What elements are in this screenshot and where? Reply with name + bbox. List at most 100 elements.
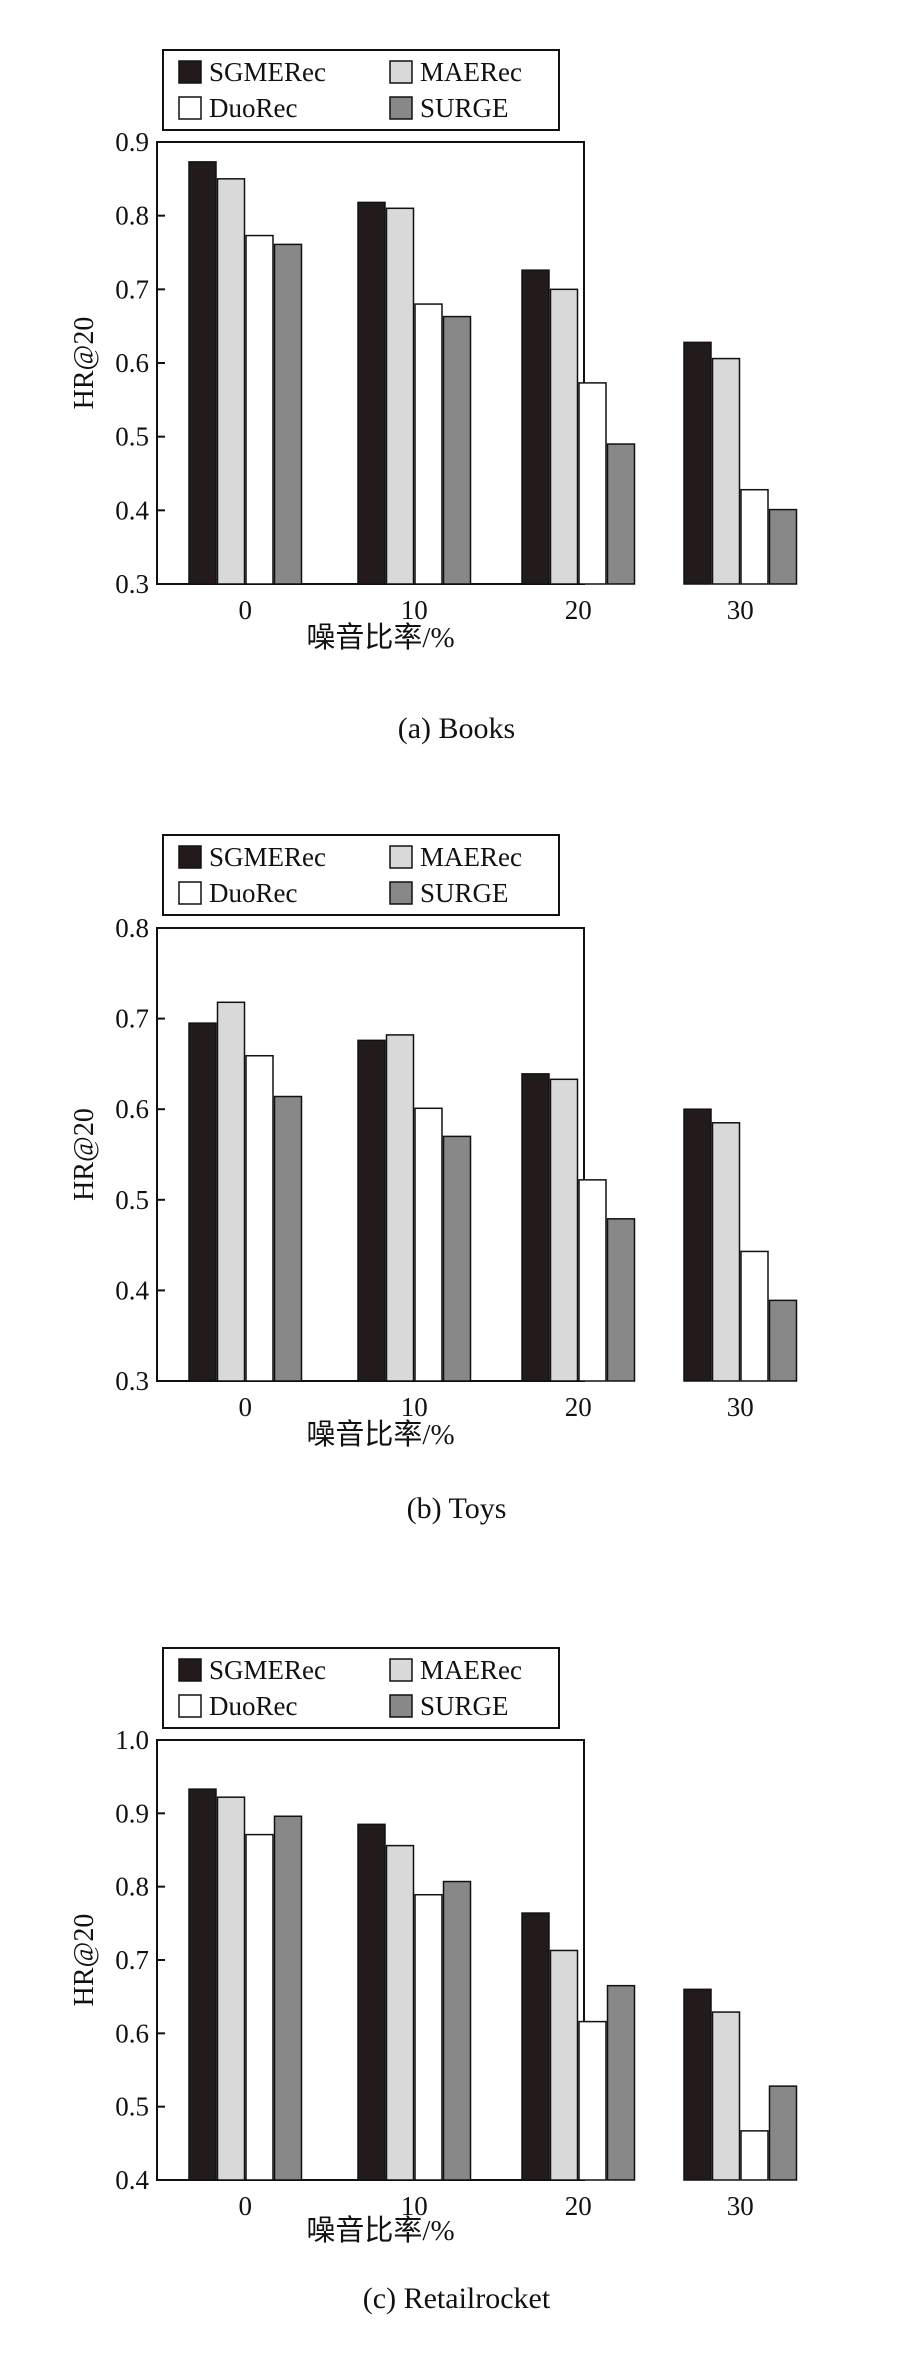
legend-label-surge: SURGE [420,93,509,123]
bar-sgmerec-30 [683,1988,712,2181]
legend-swatch-surge [389,881,413,905]
legend-label-maerec: MAERec [420,1655,522,1685]
x-tick-label: 10 [401,1392,428,1422]
legend-swatch-duorec [178,1694,202,1718]
x-tick-label: 20 [565,1392,592,1422]
legend-swatch-surge [389,96,413,120]
y-tick-label: 0.5 [115,422,149,452]
y-tick-label: 0.8 [115,913,149,943]
legend-swatch-maerec [389,845,413,869]
bar-duorec-10 [414,1107,443,1382]
y-tick-label: 1.0 [115,1725,149,1755]
y-tick-label: 0.8 [115,1872,149,1902]
y-tick-label: 0.3 [115,1366,149,1396]
bar-maerec-0 [216,1001,246,1382]
x-tick-label: 0 [239,1392,253,1422]
bar-duorec-20 [578,1179,607,1382]
bar-maerec-20 [549,1078,579,1382]
bar-sgmerec-10 [357,1039,386,1382]
bar-maerec-30 [711,1122,741,1382]
bar-duorec-30 [740,1250,769,1382]
legend-label-sgmerec: SGMERec [209,842,326,872]
x-tick-label: 0 [239,595,253,625]
bar-maerec-0 [216,178,246,585]
bar-duorec-0 [245,1833,274,2181]
chart-books: 0.3 0.4 0.5 0.6 0.7 0.8 0.9 0 10 20 30 噪音比率/% HR@20 S… [69,49,798,654]
bar-surge-0 [273,243,303,585]
bar-duorec-0 [245,1054,274,1382]
y-tick-label: 0.6 [115,348,149,378]
x-tick-label: 30 [727,1392,754,1422]
x-tick-label: 10 [401,2191,428,2221]
y-tick-label: 0.6 [115,2018,149,2048]
legend-swatch-sgmerec [178,845,202,869]
legend-swatch-sgmerec [178,1658,202,1682]
legend-label-maerec: MAERec [420,842,522,872]
caption-toys: (b) Toys [406,1492,507,1525]
caption-books: (a) Books [397,712,516,745]
bar-maerec-20 [549,288,579,585]
legend-swatch-duorec [178,881,202,905]
caption-retailrocket: (c) Retailrocket [362,2282,551,2315]
bar-maerec-0 [216,1796,246,2181]
bar-sgmerec-20 [521,1912,550,2181]
x-tick-label: 30 [727,595,754,625]
x-tick-label: 20 [565,595,592,625]
legend-label-surge: SURGE [420,1691,509,1721]
y-tick-label: 0.5 [115,2092,149,2122]
bar-surge-10 [442,315,472,585]
legend-swatch-sgmerec [178,60,202,84]
legend-swatch-maerec [389,1658,413,1682]
x-tick-label: 30 [727,2191,754,2221]
x-tick-label: 10 [401,595,428,625]
y-axis-label: HR@20 [69,317,100,410]
legend-label-duorec: DuoRec [209,1691,297,1721]
bar-duorec-30 [740,2130,769,2181]
chart-toys: 0.3 0.4 0.5 0.6 0.7 0.8 0 10 20 30 噪音比率/% HR@20 SGME… [69,834,798,1451]
legend-label-surge: SURGE [420,878,509,908]
y-tick-label: 0.7 [115,1945,149,1975]
bar-surge-20 [606,1984,636,2181]
bar-surge-20 [606,1218,636,1382]
bar-surge-10 [442,1135,472,1382]
legend-label-sgmerec: SGMERec [209,1655,326,1685]
y-tick-label: 0.7 [115,1004,149,1034]
x-tick-label: 0 [239,2191,253,2221]
legend-box [162,1647,560,1729]
y-axis-label: HR@20 [69,1108,100,1201]
bar-surge-0 [273,1815,303,2181]
y-tick-label: 0.4 [115,2165,149,2195]
bar-maerec-30 [711,357,741,585]
bar-sgmerec-30 [683,1108,712,1382]
legend-label-maerec: MAERec [420,57,522,87]
y-tick-label: 0.9 [115,1798,149,1828]
legend-swatch-maerec [389,60,413,84]
y-tick-label: 0.6 [115,1094,149,1124]
legend-label-duorec: DuoRec [209,878,297,908]
bar-surge-30 [768,508,798,585]
bar-duorec-10 [414,303,443,585]
legend-swatch-duorec [178,96,202,120]
bar-surge-30 [768,1299,798,1382]
y-tick-label: 0.8 [115,201,149,231]
legend-box [162,49,560,131]
bar-surge-20 [606,443,636,585]
legend-label-duorec: DuoRec [209,93,297,123]
x-axis-label: 噪音比率/% [306,2214,454,2247]
legend-swatch-surge [389,1694,413,1718]
y-axis-label: HR@20 [69,1914,100,2007]
bar-duorec-20 [578,382,607,585]
bar-sgmerec-20 [521,269,550,585]
bar-maerec-10 [385,207,415,585]
bar-sgmerec-0 [188,1788,217,2181]
bar-maerec-10 [385,1034,415,1382]
bar-surge-10 [442,1880,472,2181]
bar-sgmerec-10 [357,201,386,585]
y-tick-label: 0.5 [115,1185,149,1215]
chart-retailrocket: 0.4 0.5 0.6 0.7 0.8 0.9 1.0 0 10 20 30 噪音比率/% HR@20 S… [69,1647,798,2247]
y-tick-label: 0.4 [115,495,149,525]
y-tick-label: 0.4 [115,1275,149,1305]
bar-duorec-20 [578,2020,607,2181]
x-tick-label: 20 [565,2191,592,2221]
bar-sgmerec-20 [521,1073,550,1382]
